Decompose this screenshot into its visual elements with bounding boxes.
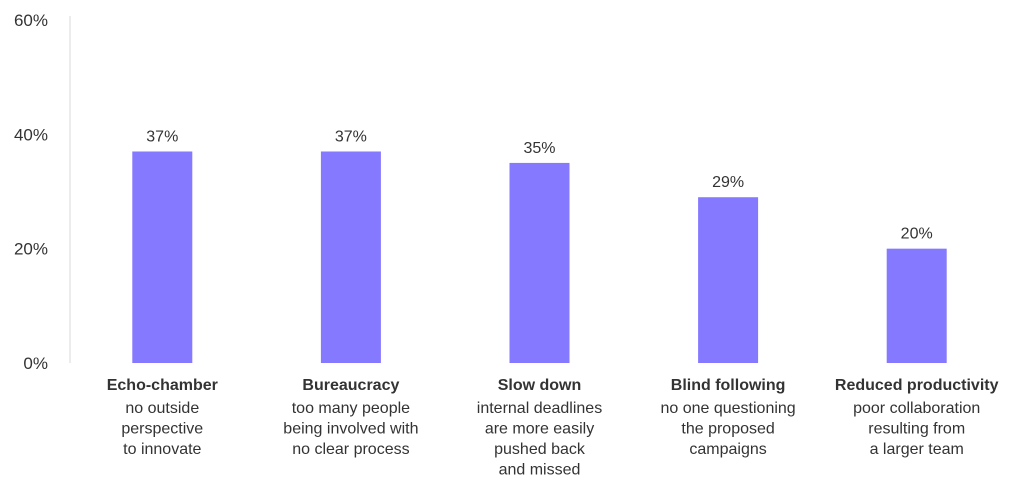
x-category-title: Reduced productivity <box>835 377 999 394</box>
y-axis-ticks: 0% 20% 40% 60% <box>14 11 48 373</box>
x-category-description: campaigns <box>689 441 766 458</box>
bar <box>320 151 381 363</box>
x-category-description: a larger team <box>870 441 964 458</box>
x-axis-labels: Echo-chamber no outside perspective to inno… <box>107 377 999 479</box>
x-category-description: too many people <box>292 400 410 417</box>
x-category-description: resulting from <box>868 421 965 438</box>
x-category-description: poor collaboration <box>853 400 980 417</box>
x-category-description: being involved with <box>283 421 418 438</box>
bar <box>132 151 193 363</box>
x-category-description: the proposed <box>681 421 774 438</box>
x-category-description: pushed back <box>494 441 586 458</box>
x-category-description: no outside <box>125 400 199 417</box>
bar <box>698 197 759 363</box>
y-tick-label: 60% <box>14 11 48 30</box>
data-label: 35% <box>523 140 555 157</box>
x-category-description: no clear process <box>292 441 409 458</box>
data-label: 37% <box>146 128 178 145</box>
bars <box>132 151 947 363</box>
x-category-title: Slow down <box>498 377 582 394</box>
x-category-title: Blind following <box>671 377 786 394</box>
x-category-description: perspective <box>121 421 203 438</box>
bar <box>886 248 947 363</box>
bar <box>509 162 570 363</box>
x-category-title: Bureaucracy <box>302 377 399 394</box>
x-category-title: Echo-chamber <box>107 377 218 394</box>
x-category-description: are more easily <box>485 421 594 438</box>
x-category-description: and missed <box>499 462 581 479</box>
x-category-description: no one questioning <box>660 400 795 417</box>
data-labels: 37% 37% 35% 29% 20% <box>146 128 932 242</box>
y-tick-label: 40% <box>14 125 48 144</box>
data-label: 20% <box>901 226 933 243</box>
x-category-description: to innovate <box>123 441 201 458</box>
x-category-description: internal deadlines <box>477 400 602 417</box>
y-tick-label: 0% <box>23 354 48 373</box>
y-tick-label: 20% <box>14 240 48 259</box>
data-label: 29% <box>712 174 744 191</box>
data-label: 37% <box>335 128 367 145</box>
